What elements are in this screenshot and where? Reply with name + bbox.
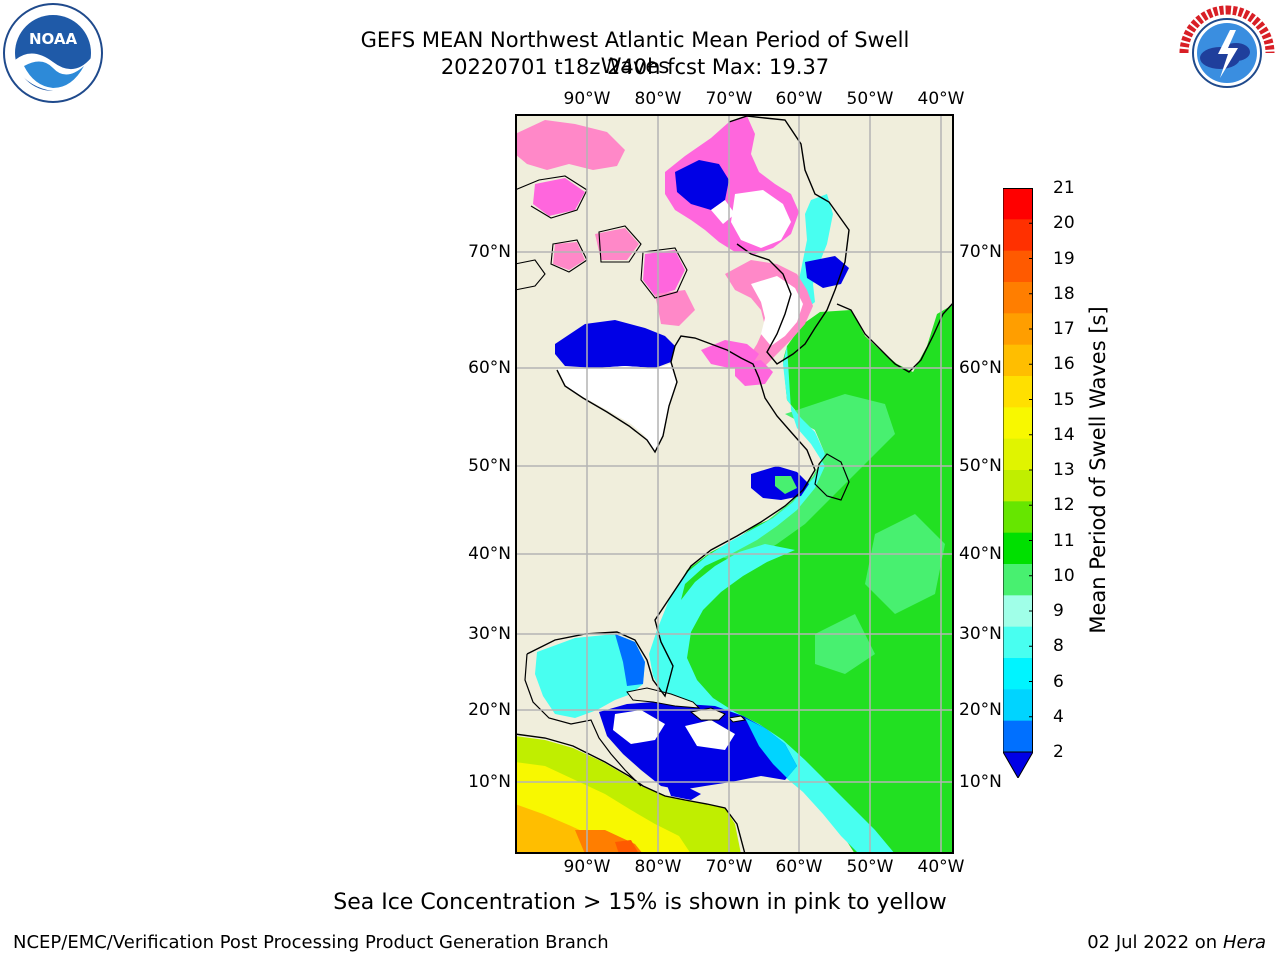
colorbar-label: 6 [1053, 671, 1064, 692]
lon-label-bottom-60w: 60°W [775, 857, 823, 877]
colorbar-label: 14 [1053, 424, 1075, 445]
footer-date: 02 Jul 2022 on Hera [1087, 932, 1266, 954]
lat-label-right-30n: 30°N [959, 624, 1002, 644]
colorbar-segment [1003, 720, 1033, 753]
gulf-of-mexico-region [535, 634, 645, 718]
sea-ice-arctic-archipelago [515, 120, 625, 170]
lon-label-bottom-70w: 70°W [705, 857, 753, 877]
colorbar-label: 4 [1053, 706, 1064, 727]
colorbar-label: 19 [1053, 248, 1075, 269]
lon-label-top-40w: 40°W [917, 89, 965, 109]
colorbar-segment [1003, 313, 1033, 346]
lat-label-left-30n: 30°N [468, 624, 511, 644]
colorbar-segment [1003, 658, 1033, 690]
lat-label-left-50n: 50°N [468, 456, 511, 476]
hudson-bay-region [555, 320, 675, 368]
puerto-rico-island [727, 715, 747, 723]
noaa-logo-icon: NOAA [3, 3, 103, 103]
lon-label-top-70w: 70°W [705, 89, 753, 109]
lat-label-right-40n: 40°N [959, 544, 1002, 564]
lat-label-right-50n: 50°N [959, 456, 1002, 476]
north-america-coastline [526, 335, 816, 698]
colorbar [1003, 188, 1033, 778]
lat-label-left-40n: 40°N [468, 544, 511, 564]
colorbar-segment [1003, 595, 1033, 628]
colorbar-segment [1003, 438, 1033, 471]
colorbar-label: 8 [1053, 636, 1064, 657]
colorbar-segment [1003, 219, 1033, 252]
colorbar-segment [1003, 470, 1033, 502]
colorbar-segment [1003, 282, 1033, 314]
lon-label-bottom-80w: 80°W [634, 857, 682, 877]
colorbar-label: 17 [1053, 319, 1075, 339]
lat-label-right-60n: 60°N [959, 358, 1002, 378]
swell-period-map [515, 114, 954, 854]
lon-label-top-60w: 60°W [775, 89, 823, 109]
colorbar-segment [1003, 689, 1033, 722]
colorbar-segment [1003, 344, 1033, 377]
sea-ice-caption: Sea Ice Concentration > 15% is shown in … [333, 890, 947, 915]
colorbar-label: 21 [1053, 178, 1075, 198]
lon-label-top-90w: 90°W [563, 89, 611, 109]
colorbar-label: 12 [1053, 495, 1075, 516]
nws-logo-icon [1178, 4, 1276, 102]
colorbar-segment [1003, 250, 1033, 283]
colorbar-label: 10 [1053, 565, 1075, 586]
hispaniola-island [689, 707, 726, 721]
lon-label-top-50w: 50°W [846, 89, 894, 109]
colorbar-label: 16 [1053, 354, 1075, 375]
colorbar-label: 18 [1053, 283, 1075, 304]
colorbar-segment [1003, 501, 1033, 534]
colorbar-under-triangle [1003, 751, 1033, 778]
map-gridlines [515, 114, 954, 854]
colorbar-segment [1003, 376, 1033, 408]
lon-label-bottom-50w: 50°W [846, 857, 894, 877]
lon-label-top-80w: 80°W [634, 89, 682, 109]
lon-label-bottom-90w: 90°W [563, 857, 611, 877]
lon-label-bottom-40w: 40°W [917, 857, 965, 877]
lat-label-left-70n: 70°N [468, 242, 511, 262]
colorbar-label: 13 [1053, 460, 1075, 480]
cuba-island [626, 687, 701, 709]
colorbar-segment [1003, 564, 1033, 596]
chart-subtitle: 20220701 t18z 240h fcst Max: 19.37 [440, 55, 830, 79]
noaa-logo-text: NOAA [29, 30, 78, 48]
south-america-coastline [515, 733, 746, 854]
lat-label-right-20n: 20°N [959, 700, 1002, 720]
central-america-coastline [524, 653, 642, 787]
lat-label-left-20n: 20°N [468, 700, 511, 720]
footer-date-text: 02 Jul 2022 on [1087, 932, 1223, 953]
lat-label-right-70n: 70°N [959, 242, 1002, 262]
colorbar-label: 2 [1053, 742, 1064, 762]
colorbar-segment [1003, 407, 1033, 440]
footer-organization: NCEP/EMC/Verification Post Processing Pr… [13, 932, 609, 953]
footer-host: Hera [1222, 932, 1266, 953]
lat-label-left-60n: 60°N [468, 358, 511, 378]
colorbar-label: 9 [1053, 601, 1064, 621]
colorbar-label: 15 [1053, 389, 1075, 410]
colorbar-segment [1003, 532, 1033, 565]
colorbar-label: 11 [1053, 530, 1075, 551]
lat-label-right-10n: 10°N [959, 772, 1002, 792]
colorbar-segment [1003, 188, 1033, 220]
lat-label-left-10n: 10°N [468, 772, 511, 792]
colorbar-label: 20 [1053, 213, 1075, 234]
colorbar-segment [1003, 626, 1033, 659]
colorbar-title: Mean Period of Swell Waves [s] [1086, 306, 1110, 634]
chart-title: GEFS MEAN Northwest Atlantic Mean Period… [360, 28, 910, 78]
map-frame [515, 114, 954, 854]
